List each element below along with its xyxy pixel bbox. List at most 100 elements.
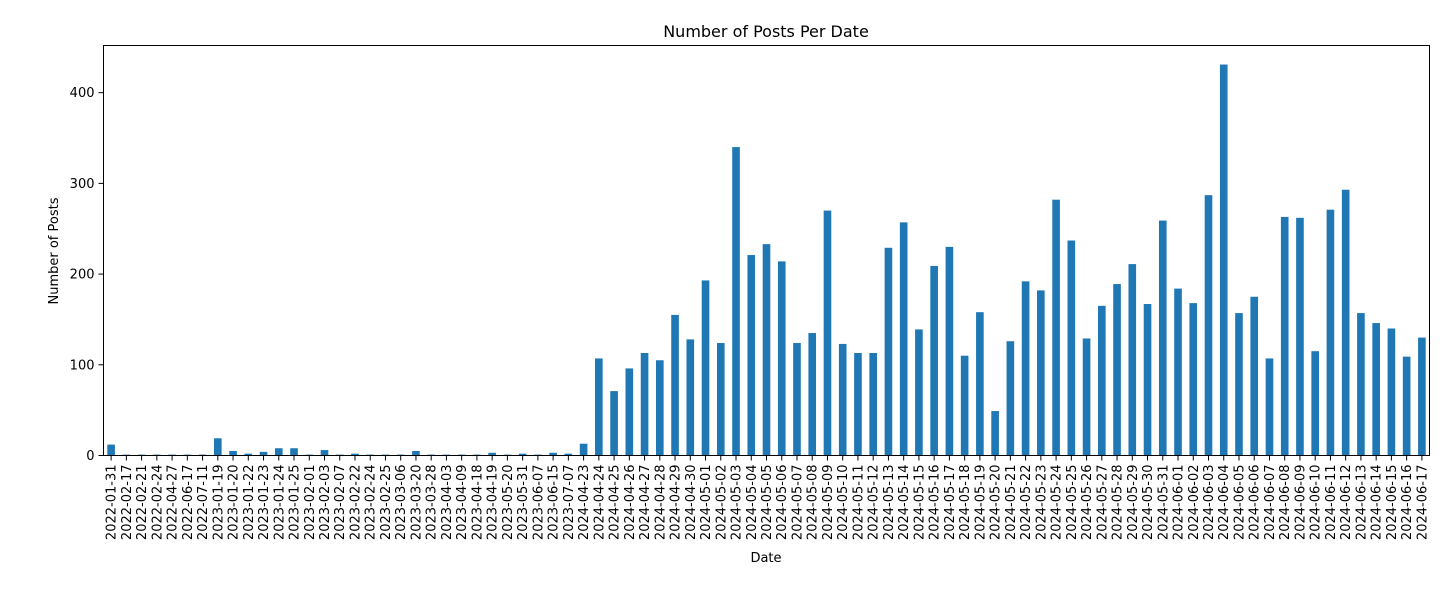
x-tick-label: 2024-06-04 [1217,465,1232,541]
x-tick-label: 2023-02-22 [348,465,363,541]
x-tick-label: 2024-05-10 [836,465,851,541]
bar-2024-04-23 [579,443,588,456]
bar-2024-05-16 [930,265,938,456]
x-tick-label: 2024-05-21 [1004,465,1019,541]
bar-2024-05-22 [1021,281,1030,456]
x-tick-label: 2024-06-17 [1415,465,1430,541]
x-tick-label: 2023-01-23 [257,465,272,541]
bar-2024-05-14 [899,222,908,456]
bar-2024-05-31 [1158,220,1167,456]
bar-2024-05-11 [854,353,862,456]
x-tick-label: 2024-05-05 [760,465,775,541]
bar-2024-05-15 [915,329,923,456]
x-tick-label: 2024-06-10 [1309,465,1324,541]
x-tick-label: 2024-06-03 [1202,465,1217,541]
bar-2023-01-19 [214,438,222,456]
bar-2024-05-18 [960,355,969,456]
bar-2023-04-19 [488,452,496,456]
x-tick-label: 2023-01-25 [288,465,303,541]
bar-2023-01-25 [290,448,298,456]
y-tick-label: 100 [70,358,95,373]
x-tick-label: 2024-05-23 [1034,465,1049,541]
x-tick-label: 2023-07-07 [562,465,577,541]
x-tick-label: 2024-06-12 [1339,465,1354,541]
x-tick-label: 2023-06-15 [547,465,562,541]
x-tick-label: 2024-05-28 [1111,465,1126,541]
y-tick-label: 200 [70,268,95,283]
x-tick-label: 2024-05-01 [699,465,714,541]
bar-2024-04-27 [640,353,649,456]
x-tick-label: 2024-05-15 [912,465,927,541]
bar-2024-06-14 [1372,323,1380,456]
x-tick-label: 2024-05-12 [867,465,882,541]
bar-2024-04-30 [686,339,695,456]
bar-2024-05-03 [732,147,740,456]
bar-2024-05-05 [762,244,771,456]
x-tick-label: 2024-06-01 [1172,465,1187,541]
x-tick-label: 2024-05-18 [958,465,973,541]
bar-2024-05-26 [1082,338,1091,456]
x-tick-label: 2024-04-28 [653,465,668,541]
x-tick-label: 2024-05-22 [1019,465,1034,541]
x-tick-label: 2024-05-30 [1141,465,1156,541]
bar-2024-05-20 [991,411,999,456]
x-tick-label: 2023-01-24 [272,465,287,541]
bar-2024-06-15 [1387,328,1396,456]
x-tick-label: 2024-05-07 [790,465,805,541]
x-tick-label: 2023-01-20 [227,465,242,541]
bar-2024-06-05 [1235,313,1243,456]
x-tick-label: 2023-05-20 [501,465,516,541]
plot-frame [103,45,1430,456]
x-tick-label: 2023-04-19 [486,465,501,541]
bar-2024-05-19 [976,312,984,456]
x-tick-label: 2023-04-09 [455,465,470,541]
x-tick-label: 2022-02-21 [135,465,150,541]
bar-2024-04-25 [610,391,618,456]
x-tick-label: 2022-04-27 [166,465,181,541]
x-tick-label: 2024-05-11 [851,465,866,541]
bar-2024-05-13 [884,247,893,456]
bar-2024-05-21 [1006,341,1015,456]
x-tick-label: 2024-06-13 [1354,465,1369,541]
bar-2023-01-22 [244,453,253,456]
x-tick-label: 2024-05-14 [897,465,912,541]
bar-2024-05-28 [1113,284,1121,456]
x-tick-label: 2023-03-20 [409,465,424,541]
x-tick-label: 2024-05-29 [1126,465,1141,541]
bar-2024-05-24 [1052,199,1060,456]
bar-2022-01-31 [107,444,115,456]
y-tick-label: 300 [70,177,95,192]
x-tick-label: 2024-05-03 [730,465,745,541]
x-tick-label: 2024-06-15 [1385,465,1400,541]
x-tick-label: 2023-02-01 [303,465,318,541]
bar-2024-05-23 [1037,290,1045,456]
x-tick-label: 2024-05-13 [882,465,897,541]
bars-group [107,64,1426,456]
bar-2023-06-15 [549,452,557,456]
x-tick-label: 2023-01-19 [211,465,226,541]
bar-2024-05-02 [716,343,725,456]
x-tick-label: 2024-05-06 [775,465,790,541]
x-tick-label: 2023-02-03 [318,465,333,541]
x-tick-label: 2024-06-08 [1278,465,1293,541]
x-tick-label: 2024-06-07 [1263,465,1278,541]
x-tick-label: 2023-03-28 [425,465,440,541]
x-axis-ticks: 2022-01-31 2022-02-17 2022-02-21 2022-02-24… [105,455,1430,541]
x-tick-label: 2024-04-30 [684,465,699,541]
bar-2023-02-22 [351,453,359,456]
bar-2024-06-03 [1204,195,1213,456]
x-tick-label: 2023-02-24 [364,465,379,541]
x-tick-label: 2024-05-31 [1156,465,1171,541]
x-tick-label: 2024-06-06 [1248,465,1263,541]
x-tick-label: 2022-06-17 [181,465,196,541]
y-tick-label: 0 [86,449,94,464]
x-tick-label: 2024-05-26 [1080,465,1095,541]
x-tick-label: 2024-05-17 [943,465,958,541]
x-axis-title: Date [750,551,781,566]
x-tick-label: 2023-04-03 [440,465,455,541]
bar-2024-06-13 [1357,313,1365,456]
x-tick-label: 2023-04-18 [470,465,485,541]
bar-2023-07-07 [564,453,573,456]
bar-2024-06-06 [1250,296,1259,456]
